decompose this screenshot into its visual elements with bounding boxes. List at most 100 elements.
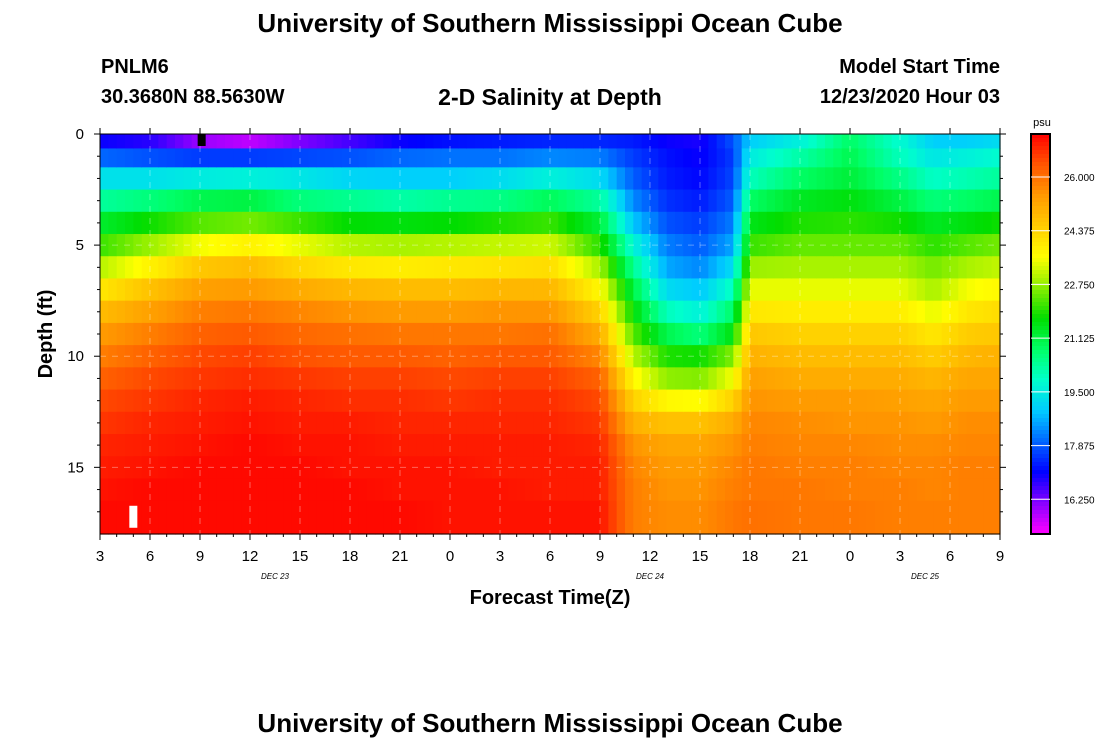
heatmap-cell — [916, 389, 926, 413]
heatmap-cell — [791, 134, 801, 150]
heatmap-cell — [483, 478, 493, 502]
heatmap-cell — [325, 456, 334, 480]
heatmap-cell — [200, 367, 209, 391]
heatmap-cell — [725, 134, 734, 150]
heatmap-cell — [958, 322, 968, 346]
heatmap-cell — [300, 148, 309, 168]
heatmap-cell — [150, 134, 159, 150]
heatmap-cell — [108, 456, 118, 480]
heatmap-cell — [966, 256, 976, 280]
heatmap-cell — [908, 234, 918, 257]
heatmap-cell — [425, 189, 434, 213]
heatmap-cell — [608, 411, 618, 435]
heatmap-cell — [400, 478, 409, 502]
heatmap-cell — [700, 434, 709, 457]
colorbar-segment — [1031, 254, 1050, 259]
heatmap-cell — [100, 434, 109, 457]
heatmap-cell — [375, 189, 384, 213]
heatmap-cell — [683, 256, 693, 280]
heatmap-cell — [541, 134, 551, 150]
heatmap-cell — [183, 211, 193, 235]
heatmap-cell — [791, 434, 801, 457]
heatmap-cell — [525, 148, 534, 168]
heatmap-cell — [500, 189, 509, 213]
heatmap-cell — [766, 478, 776, 502]
heatmap-cell — [183, 345, 193, 368]
heatmap-cell — [925, 456, 934, 480]
heatmap-cell — [625, 345, 634, 368]
heatmap-cell — [900, 278, 909, 302]
heatmap-cell — [141, 345, 151, 368]
heatmap-cell — [233, 478, 243, 502]
heatmap-cell — [558, 322, 568, 346]
heatmap-cell — [908, 134, 918, 150]
heatmap-cell — [166, 300, 176, 324]
heatmap-cell — [883, 500, 893, 535]
heatmap-cell — [883, 167, 893, 191]
heatmap-cell — [900, 411, 909, 435]
heatmap-cell — [266, 300, 276, 324]
heatmap-cell — [550, 256, 559, 280]
heatmap-cell — [791, 500, 801, 535]
heatmap-cell — [858, 478, 868, 502]
heatmap-cell — [208, 211, 218, 235]
heatmap-cell — [358, 134, 368, 150]
heatmap-cell — [641, 256, 651, 280]
heatmap-cell — [525, 500, 534, 535]
heatmap-cell — [850, 434, 859, 457]
heatmap-cell — [708, 456, 718, 480]
heatmap-cell — [916, 411, 926, 435]
heatmap-cell — [491, 189, 501, 213]
heatmap-cell — [900, 211, 909, 235]
heatmap-cell — [466, 456, 476, 480]
heatmap-cell — [608, 256, 618, 280]
heatmap-cell — [566, 322, 576, 346]
heatmap-cell — [475, 148, 484, 168]
heatmap-cell — [183, 234, 193, 257]
heatmap-cell — [416, 211, 426, 235]
heatmap-cell — [991, 345, 1001, 368]
heatmap-cell — [841, 345, 851, 368]
heatmap-cell — [500, 278, 509, 302]
heatmap-cell — [558, 500, 568, 535]
heatmap-cell — [525, 322, 534, 346]
heatmap-cell — [266, 345, 276, 368]
heatmap-cell — [983, 478, 993, 502]
heatmap-cell — [500, 300, 509, 324]
heatmap-cell — [783, 278, 793, 302]
heatmap-cell — [641, 300, 651, 324]
heatmap-cell — [358, 367, 368, 391]
heatmap-cell — [591, 389, 601, 413]
heatmap-cell — [141, 134, 151, 150]
heatmap-cell — [175, 234, 184, 257]
heatmap-cell — [366, 167, 376, 191]
heatmap-cell — [800, 456, 809, 480]
heatmap-cell — [658, 389, 668, 413]
heatmap-cell — [925, 389, 934, 413]
heatmap-cell — [758, 278, 768, 302]
heatmap-cell — [683, 345, 693, 368]
heatmap-cell — [900, 134, 909, 150]
heatmap-cell — [150, 500, 159, 535]
heatmap-cell — [366, 322, 376, 346]
heatmap-cell — [400, 345, 409, 368]
heatmap-cell — [191, 322, 201, 346]
heatmap-cell — [600, 256, 609, 280]
heatmap-cell — [341, 211, 351, 235]
heatmap-cell — [500, 367, 509, 391]
heatmap-cell — [783, 389, 793, 413]
heatmap-cell — [833, 456, 843, 480]
heatmap-cell — [691, 478, 701, 502]
heatmap-cell — [758, 500, 768, 535]
heatmap-cell — [316, 148, 326, 168]
colorbar-segment — [1031, 182, 1050, 187]
heatmap-cell — [416, 148, 426, 168]
heatmap-cell — [416, 234, 426, 257]
heatmap-cell — [883, 322, 893, 346]
markers — [129, 134, 206, 528]
heatmap-cell — [858, 256, 868, 280]
heatmap-cell — [183, 456, 193, 480]
heatmap-cell — [875, 189, 884, 213]
heatmap-cell — [375, 478, 384, 502]
heatmap-cell — [591, 189, 601, 213]
